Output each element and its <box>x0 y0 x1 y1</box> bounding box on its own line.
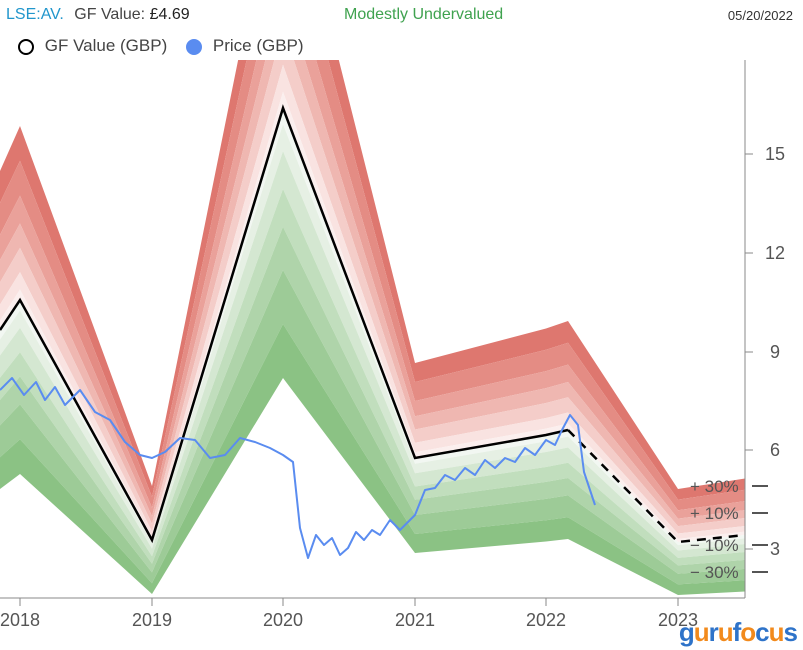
valuation-status: Modestly Undervalued <box>344 6 503 24</box>
svg-text:2021: 2021 <box>395 610 435 630</box>
legend-dot-price-icon <box>186 39 202 55</box>
gf-value-label: GF Value: <box>74 6 145 23</box>
svg-text:2018: 2018 <box>0 610 40 630</box>
svg-text:+ 10%: + 10% <box>690 504 739 523</box>
ticker-link[interactable]: LSE:AV. <box>6 6 64 23</box>
gf-value-amount: £4.69 <box>150 6 190 23</box>
legend-label-gf: GF Value (GBP) <box>45 36 168 55</box>
watermark-logo: gurufocus <box>679 617 797 648</box>
svg-text:3: 3 <box>770 539 780 559</box>
chart-date: 05/20/2022 <box>728 8 793 23</box>
chart-svg: 2018201920202021202220233691215+ 30%+ 10… <box>0 60 803 650</box>
legend-label-price: Price (GBP) <box>213 36 304 55</box>
legend: GF Value (GBP) Price (GBP) <box>18 36 304 56</box>
svg-text:2020: 2020 <box>263 610 303 630</box>
svg-text:+ 30%: + 30% <box>690 477 739 496</box>
svg-text:9: 9 <box>770 342 780 362</box>
svg-text:− 10%: − 10% <box>690 536 739 555</box>
svg-text:2019: 2019 <box>132 610 172 630</box>
svg-text:2022: 2022 <box>526 610 566 630</box>
legend-dot-gf-icon <box>18 39 34 55</box>
svg-text:15: 15 <box>765 144 785 164</box>
svg-text:12: 12 <box>765 243 785 263</box>
svg-text:6: 6 <box>770 440 780 460</box>
chart-frame: LSE:AV. GF Value: £4.69 Modestly Underva… <box>0 0 803 650</box>
svg-text:− 30%: − 30% <box>690 563 739 582</box>
